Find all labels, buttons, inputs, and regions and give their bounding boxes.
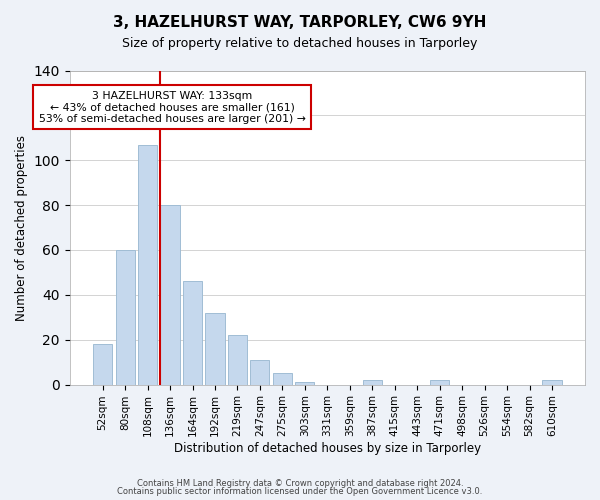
Y-axis label: Number of detached properties: Number of detached properties <box>15 134 28 320</box>
Bar <box>138 144 157 384</box>
Bar <box>273 374 292 384</box>
Bar <box>228 335 247 384</box>
Bar <box>205 313 224 384</box>
Bar <box>250 360 269 384</box>
Bar <box>116 250 134 384</box>
Text: Contains HM Land Registry data © Crown copyright and database right 2024.: Contains HM Land Registry data © Crown c… <box>137 478 463 488</box>
Bar <box>430 380 449 384</box>
Text: Size of property relative to detached houses in Tarporley: Size of property relative to detached ho… <box>122 38 478 51</box>
Text: 3, HAZELHURST WAY, TARPORLEY, CW6 9YH: 3, HAZELHURST WAY, TARPORLEY, CW6 9YH <box>113 15 487 30</box>
Bar <box>160 205 179 384</box>
Bar <box>183 282 202 385</box>
Bar <box>542 380 562 384</box>
Text: 3 HAZELHURST WAY: 133sqm
← 43% of detached houses are smaller (161)
53% of semi-: 3 HAZELHURST WAY: 133sqm ← 43% of detach… <box>39 90 306 124</box>
Bar <box>93 344 112 385</box>
X-axis label: Distribution of detached houses by size in Tarporley: Distribution of detached houses by size … <box>174 442 481 455</box>
Text: Contains public sector information licensed under the Open Government Licence v3: Contains public sector information licen… <box>118 487 482 496</box>
Bar <box>295 382 314 384</box>
Bar <box>363 380 382 384</box>
